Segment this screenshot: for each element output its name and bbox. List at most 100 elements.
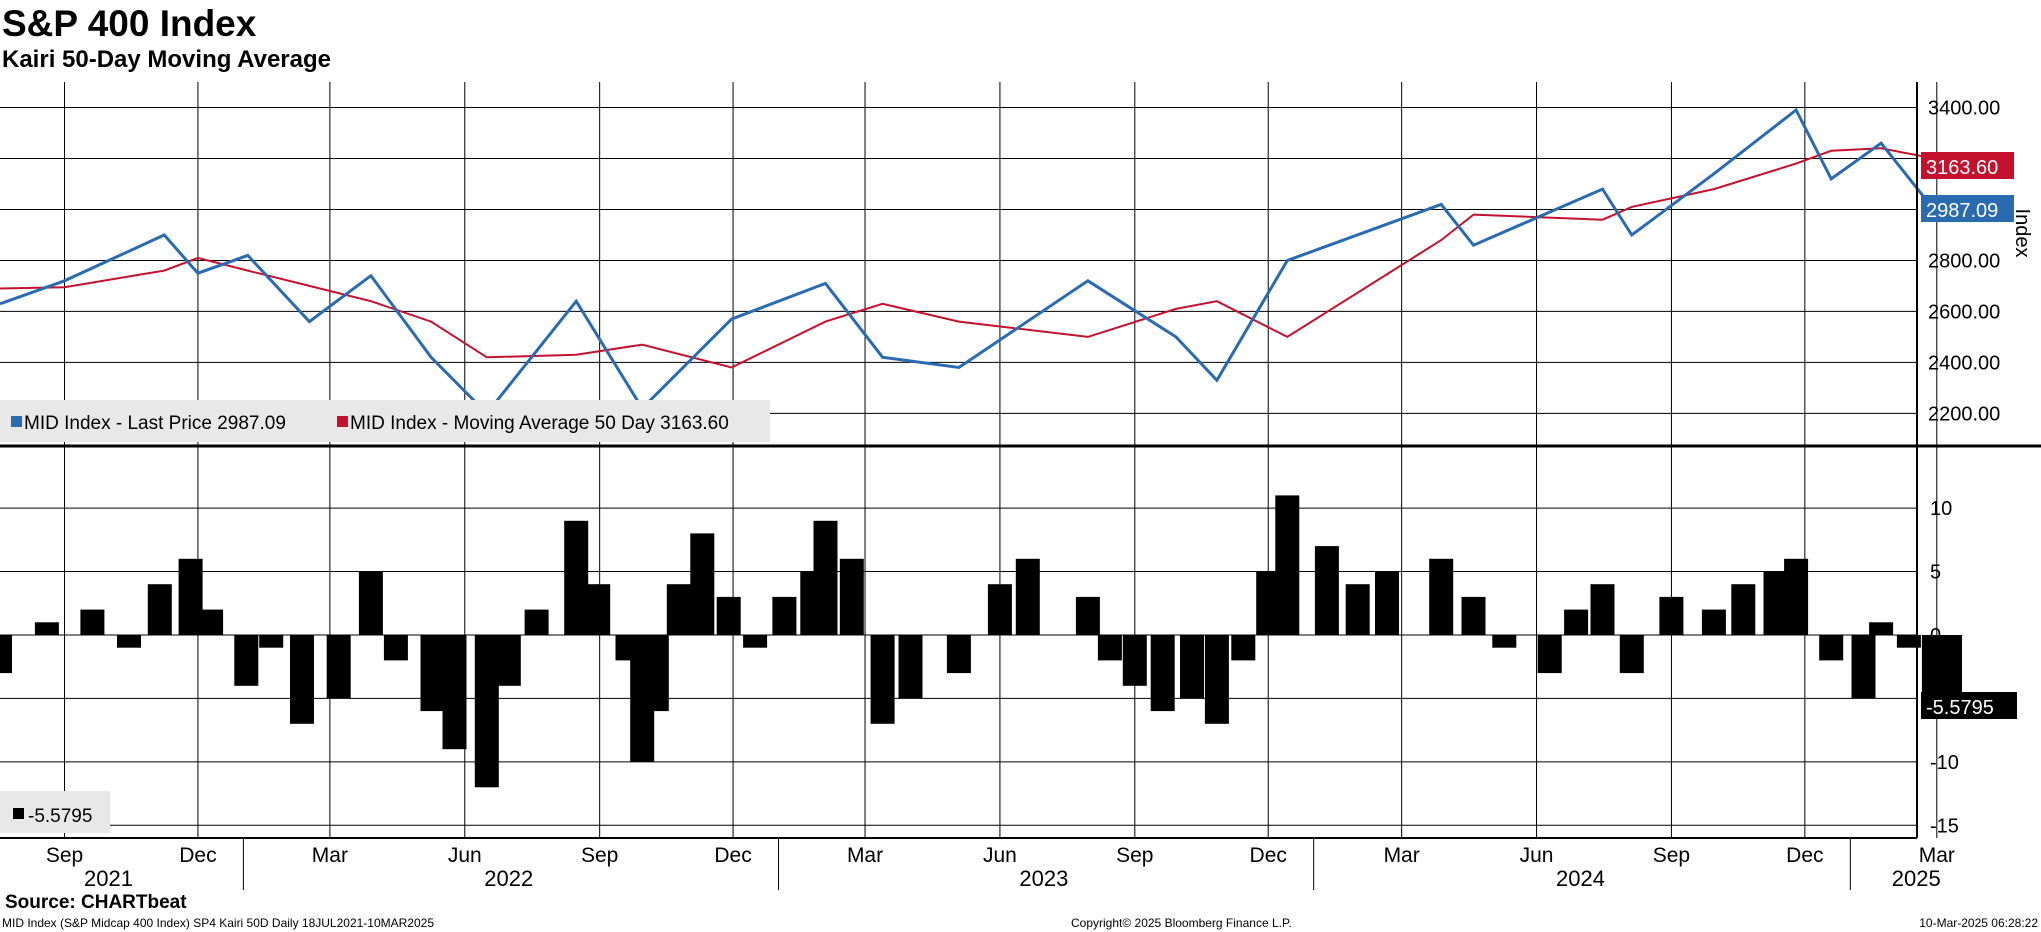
kairi-bar: [1564, 609, 1589, 635]
kairi-bar: [117, 635, 141, 648]
kairi-bar: [743, 635, 768, 648]
footer-left: MID Index (S&P Midcap 400 Index) SP4 Kai…: [2, 916, 434, 930]
ma-last-value: 3163.60: [1926, 157, 1998, 179]
footer-center: Copyright© 2025 Bloomberg Finance L.P.: [1071, 916, 1292, 930]
kairi-last-value: -5.5795: [1926, 697, 1994, 719]
top-y-tick: 2800.00: [1928, 250, 2000, 272]
x-axis-month-labels: Sep Dec Mar Jun Sep Dec Mar Jun Sep Dec Mar Jun Sep D…: [46, 844, 1955, 867]
x-month-label: Jun: [1520, 844, 1554, 867]
kairi-bar: [1075, 596, 1100, 635]
kairi-bar: [1015, 558, 1040, 635]
kairi-bar: [1659, 596, 1684, 635]
kairi-bar: [1537, 635, 1562, 674]
kairi-last-value-tag: -5.5795: [1921, 692, 2017, 719]
kairi-bar: [0, 635, 12, 674]
x-month-label: Dec: [179, 844, 216, 867]
kairi-bar: [644, 635, 669, 712]
x-month-label: Sep: [581, 844, 618, 867]
kairi-bar: [1461, 596, 1486, 635]
x-month-label: Mar: [1384, 844, 1420, 867]
price-last-value: 2987.09: [1926, 200, 1998, 222]
legend-swatch-last-price: [11, 416, 22, 427]
kairi-bar: [524, 609, 549, 635]
x-month-label: Jun: [983, 844, 1017, 867]
series-line-last-price: [0, 107, 1951, 416]
kairi-bar: [1204, 635, 1229, 724]
kairi-bar: [1492, 635, 1517, 648]
kairi-bar: [234, 635, 259, 686]
kairi-bar: [259, 635, 284, 648]
series-line-moving-average: [0, 147, 1951, 369]
x-month-label: Dec: [714, 844, 751, 867]
kairi-bar: [358, 571, 383, 635]
kairi-bar: [946, 635, 971, 674]
kairi-bar: [1314, 546, 1339, 635]
kairi-bar: [420, 635, 445, 712]
x-year-label: 2025: [1892, 866, 1941, 891]
ma-last-value-tag: 3163.60: [1921, 152, 2014, 179]
kairi-bar: [987, 584, 1012, 635]
top-legend-background: [0, 400, 770, 442]
kairi-bar: [1619, 635, 1644, 674]
bottom-y-tick: -15: [1930, 815, 1959, 837]
kairi-bar: [898, 635, 923, 699]
kairi-bar: [716, 596, 741, 635]
bottom-y-tick: 0: [1930, 625, 1941, 647]
kairi-bar: [1097, 635, 1122, 661]
top-legend: MID Index - Last Price 2987.09 MID Index…: [0, 400, 770, 442]
x-month-label: Jun: [448, 844, 482, 867]
top-y-tick: 2400.00: [1928, 352, 2000, 374]
legend-swatch-kairi: [13, 808, 24, 819]
vertical-gridlines: [64, 82, 1938, 838]
top-y-axis-label: Index: [2011, 209, 2033, 258]
kairi-bar: [1275, 495, 1300, 635]
kairi-bar: [1819, 635, 1844, 661]
kairi-bars: [0, 495, 1962, 788]
bottom-y-tick: 5: [1930, 562, 1941, 584]
x-year-label: 2024: [1556, 866, 1605, 891]
kairi-bar: [870, 635, 895, 724]
kairi-bar: [1763, 571, 1788, 635]
top-y-tick-labels: 3400.00 2800.00 2600.00 2400.00 2200.00: [1928, 97, 2000, 425]
legend-label-last-price: MID Index - Last Price 2987.09: [24, 413, 286, 434]
x-month-label: Mar: [1919, 844, 1955, 867]
kairi-bar: [586, 584, 611, 635]
kairi-bar: [178, 558, 203, 635]
top-y-tick: 3400.00: [1928, 97, 2000, 119]
x-year-label: 2023: [1019, 866, 1068, 891]
bottom-legend: -5.5795: [0, 791, 110, 833]
kairi-bar: [34, 622, 59, 635]
footer-right: 10-Mar-2025 06:28:22: [1919, 916, 2038, 930]
kairi-bar: [564, 520, 589, 635]
price-last-value-tag: 2987.09: [1921, 195, 2014, 222]
kairi-bar: [442, 635, 467, 750]
kairi-bar: [147, 584, 172, 635]
kairi-bar: [1345, 584, 1370, 635]
x-year-label: 2022: [484, 866, 533, 891]
kairi-bar: [80, 609, 105, 635]
kairi-bar: [326, 635, 351, 699]
x-axis-year-labels: 2021 2022 2023 2024 2025: [84, 866, 1941, 891]
kairi-bar: [199, 609, 224, 635]
x-month-label: Sep: [1653, 844, 1690, 867]
x-month-label: Mar: [847, 844, 883, 867]
top-y-tick: 2600.00: [1928, 301, 2000, 323]
x-month-label: Sep: [46, 844, 83, 867]
kairi-bar: [1375, 571, 1399, 635]
top-y-tick: 2200.00: [1928, 403, 2000, 425]
kairi-bar: [1869, 622, 1894, 635]
kairi-bar: [383, 635, 408, 661]
kairi-bar: [1231, 635, 1256, 661]
kairi-bar: [690, 533, 715, 635]
x-month-label: Sep: [1116, 844, 1153, 867]
kairi-bar: [1784, 558, 1809, 635]
legend-label-moving-average: MID Index - Moving Average 50 Day 3163.6…: [350, 413, 729, 434]
kairi-bar: [1150, 635, 1175, 712]
x-axis-year-separators: [242, 838, 1851, 890]
x-month-label: Dec: [1786, 844, 1823, 867]
kairi-bar: [496, 635, 521, 686]
kairi-bar: [474, 635, 499, 788]
kairi-bar: [1590, 584, 1615, 635]
kairi-bar: [1122, 635, 1147, 686]
